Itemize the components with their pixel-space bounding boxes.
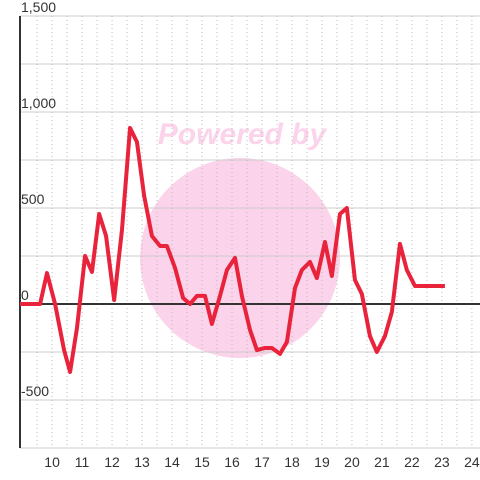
x-tick-label: 18 <box>284 454 300 470</box>
x-tick-label: 24 <box>464 454 480 470</box>
y-tick-label: -500 <box>21 383 49 399</box>
y-tick-label: 0 <box>21 287 29 303</box>
x-tick-label: 17 <box>254 454 270 470</box>
x-tick-label: 15 <box>194 454 210 470</box>
x-tick-label: 10 <box>44 454 60 470</box>
x-tick-label: 19 <box>314 454 330 470</box>
x-tick-label: 22 <box>404 454 420 470</box>
x-tick-label: 13 <box>134 454 150 470</box>
y-tick-label: 1,500 <box>21 0 56 15</box>
x-tick-label: 23 <box>434 454 450 470</box>
line-series <box>20 125 445 374</box>
y-tick-label: 500 <box>21 191 45 207</box>
y-tick-label: 1,000 <box>21 95 56 111</box>
x-tick-label: 11 <box>75 454 90 470</box>
x-tick-label: 12 <box>104 454 120 470</box>
x-tick-label: 20 <box>344 454 360 470</box>
x-tick-label: 21 <box>374 454 390 470</box>
x-tick-label: 14 <box>164 454 180 470</box>
watermark-text: Powered by <box>158 118 328 151</box>
x-tick-label: 16 <box>224 454 240 470</box>
